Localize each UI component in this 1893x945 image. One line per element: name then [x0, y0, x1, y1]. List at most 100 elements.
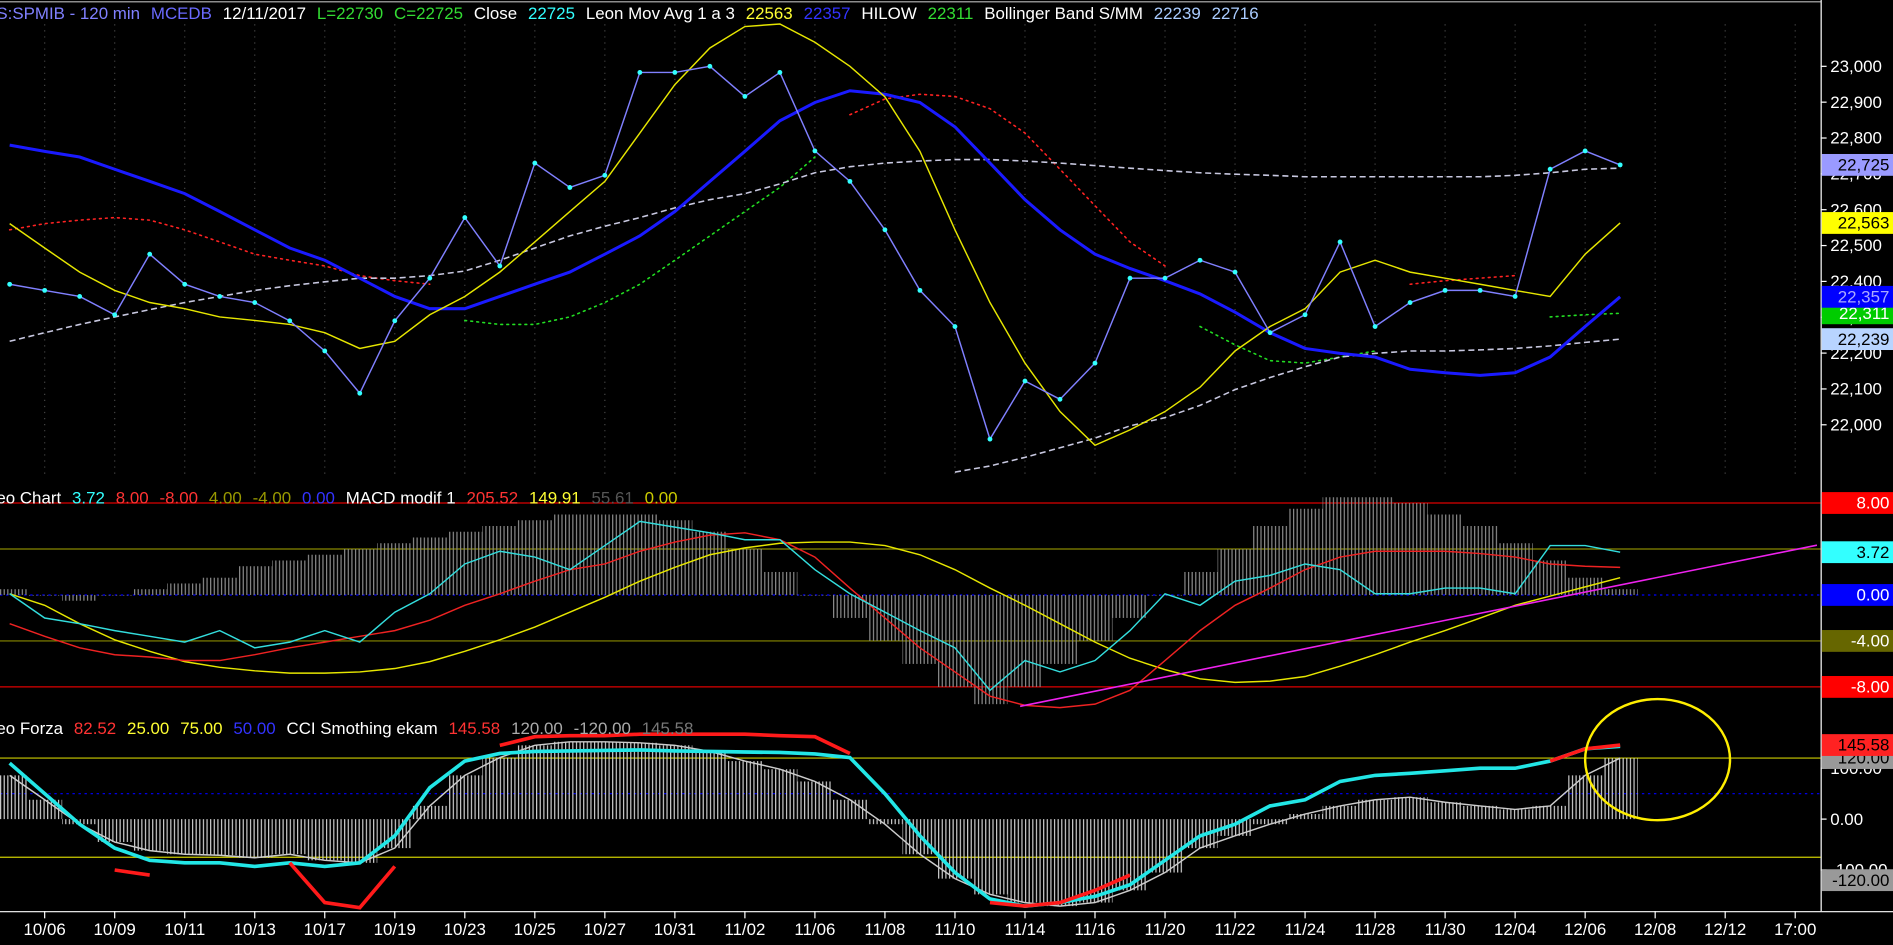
price-point — [77, 294, 83, 299]
legend-text: MACD modif 1 — [346, 489, 456, 508]
histogram-bar — [1182, 571, 1218, 595]
legend-text: 145.58 — [449, 719, 501, 738]
series-line — [114, 732, 1621, 910]
histogram-bar — [867, 819, 903, 825]
price-point — [777, 69, 783, 75]
price-point — [287, 318, 293, 324]
legend-text: 25.00 — [127, 719, 169, 738]
price-point — [1337, 239, 1343, 245]
legend-text: 145.58 — [642, 719, 694, 738]
trend-line[interactable] — [1019, 544, 1818, 708]
legend-text: 22725 — [528, 4, 575, 23]
y-tick-label: 22,100 — [1830, 380, 1882, 399]
legend-text: MCEDB — [151, 4, 212, 23]
x-tick-label: 11/22 — [1215, 920, 1256, 939]
price-point — [147, 251, 153, 257]
price-point — [392, 318, 398, 324]
histogram-bar — [902, 594, 938, 664]
price-point — [42, 287, 48, 293]
price-point — [112, 312, 118, 318]
histogram-bar — [307, 554, 343, 595]
value-box-label: -4.00 — [1851, 632, 1890, 651]
x-tick-label: 11/30 — [1425, 920, 1466, 939]
price-point — [1127, 275, 1133, 281]
price-point — [357, 390, 363, 396]
histogram-bar — [1357, 799, 1393, 820]
series-line — [9, 532, 1621, 709]
histogram-bar — [622, 514, 658, 595]
x-tick-label: 12/08 — [1634, 920, 1676, 939]
value-box-label: -120.00 — [1832, 871, 1889, 890]
histogram-bar — [1392, 503, 1428, 595]
value-box — [1821, 153, 1893, 176]
price-point — [427, 275, 433, 281]
histogram-bar — [1112, 594, 1148, 618]
legend-text: 22563 — [746, 4, 793, 23]
legend-text: L=22730 — [317, 4, 383, 23]
histogram-bar — [272, 819, 308, 855]
highlight-ellipse[interactable] — [1583, 697, 1732, 822]
price-point — [532, 160, 538, 166]
price-point — [742, 94, 748, 99]
plot-layer: 22,00022,10022,20022,30022,40022,50022,6… — [0, 23, 1888, 910]
price-point — [1407, 300, 1413, 305]
series-line — [9, 89, 1622, 377]
histogram-bar — [1392, 797, 1428, 820]
price-point — [567, 185, 573, 190]
y-tick-label: 22,800 — [1830, 129, 1882, 148]
price-point — [182, 281, 188, 287]
legend-text: 205.52 — [466, 489, 518, 508]
histogram-bar — [62, 819, 98, 825]
histogram-bar — [727, 761, 763, 820]
histogram-bar — [202, 577, 238, 595]
histogram-bar — [657, 520, 693, 595]
price-point — [1512, 294, 1518, 299]
histogram-bar — [482, 757, 518, 820]
legend-text: 22239 — [1154, 4, 1201, 23]
histogram-bar — [132, 819, 168, 851]
price-point — [672, 69, 678, 75]
price-point — [952, 324, 958, 329]
histogram-bar — [412, 537, 448, 595]
histogram-bar — [1602, 758, 1638, 820]
histogram-bar — [587, 514, 623, 595]
x-tick-label: 11/02 — [724, 920, 765, 939]
value-box — [1821, 734, 1893, 756]
legend-text: -120.00 — [574, 719, 631, 738]
histogram-bar — [447, 775, 483, 820]
legend-text: Close — [474, 4, 517, 23]
price-point — [252, 300, 258, 305]
series-line — [954, 338, 1621, 473]
histogram-bar — [1532, 560, 1568, 595]
value-box — [1821, 302, 1893, 325]
price-point — [1582, 148, 1588, 154]
x-tick-label: 12/06 — [1564, 920, 1606, 939]
series-line — [9, 541, 1621, 684]
histogram-bar — [1077, 594, 1113, 641]
price-point — [462, 215, 468, 221]
price-point — [1372, 324, 1378, 329]
value-box-label: -8.00 — [1851, 678, 1890, 697]
histogram-bar — [1217, 548, 1253, 595]
histogram-bar — [832, 799, 868, 820]
histogram-bar — [587, 741, 623, 820]
histogram-bar — [1147, 594, 1183, 596]
histogram-bar — [97, 594, 133, 596]
x-tick-label: 12/04 — [1494, 920, 1536, 939]
histogram-bar — [1287, 814, 1323, 820]
histogram-bar — [937, 819, 973, 879]
x-tick-label: 10/25 — [514, 920, 556, 939]
value-box-label: 22,239 — [1838, 330, 1890, 349]
price-point — [987, 436, 993, 442]
histogram-bar — [1567, 775, 1603, 820]
histogram-bar — [1322, 805, 1358, 820]
legend-text: eo Forza — [0, 719, 64, 738]
x-tick-label: 11/10 — [934, 920, 975, 939]
price-point — [1092, 360, 1098, 366]
histogram-bar — [797, 594, 833, 596]
histogram-bar — [27, 799, 63, 820]
histogram-bar — [692, 751, 728, 820]
histogram-bar — [167, 819, 203, 855]
value-box-label: 145.58 — [1838, 736, 1890, 755]
legend-text: 82.52 — [74, 719, 116, 738]
